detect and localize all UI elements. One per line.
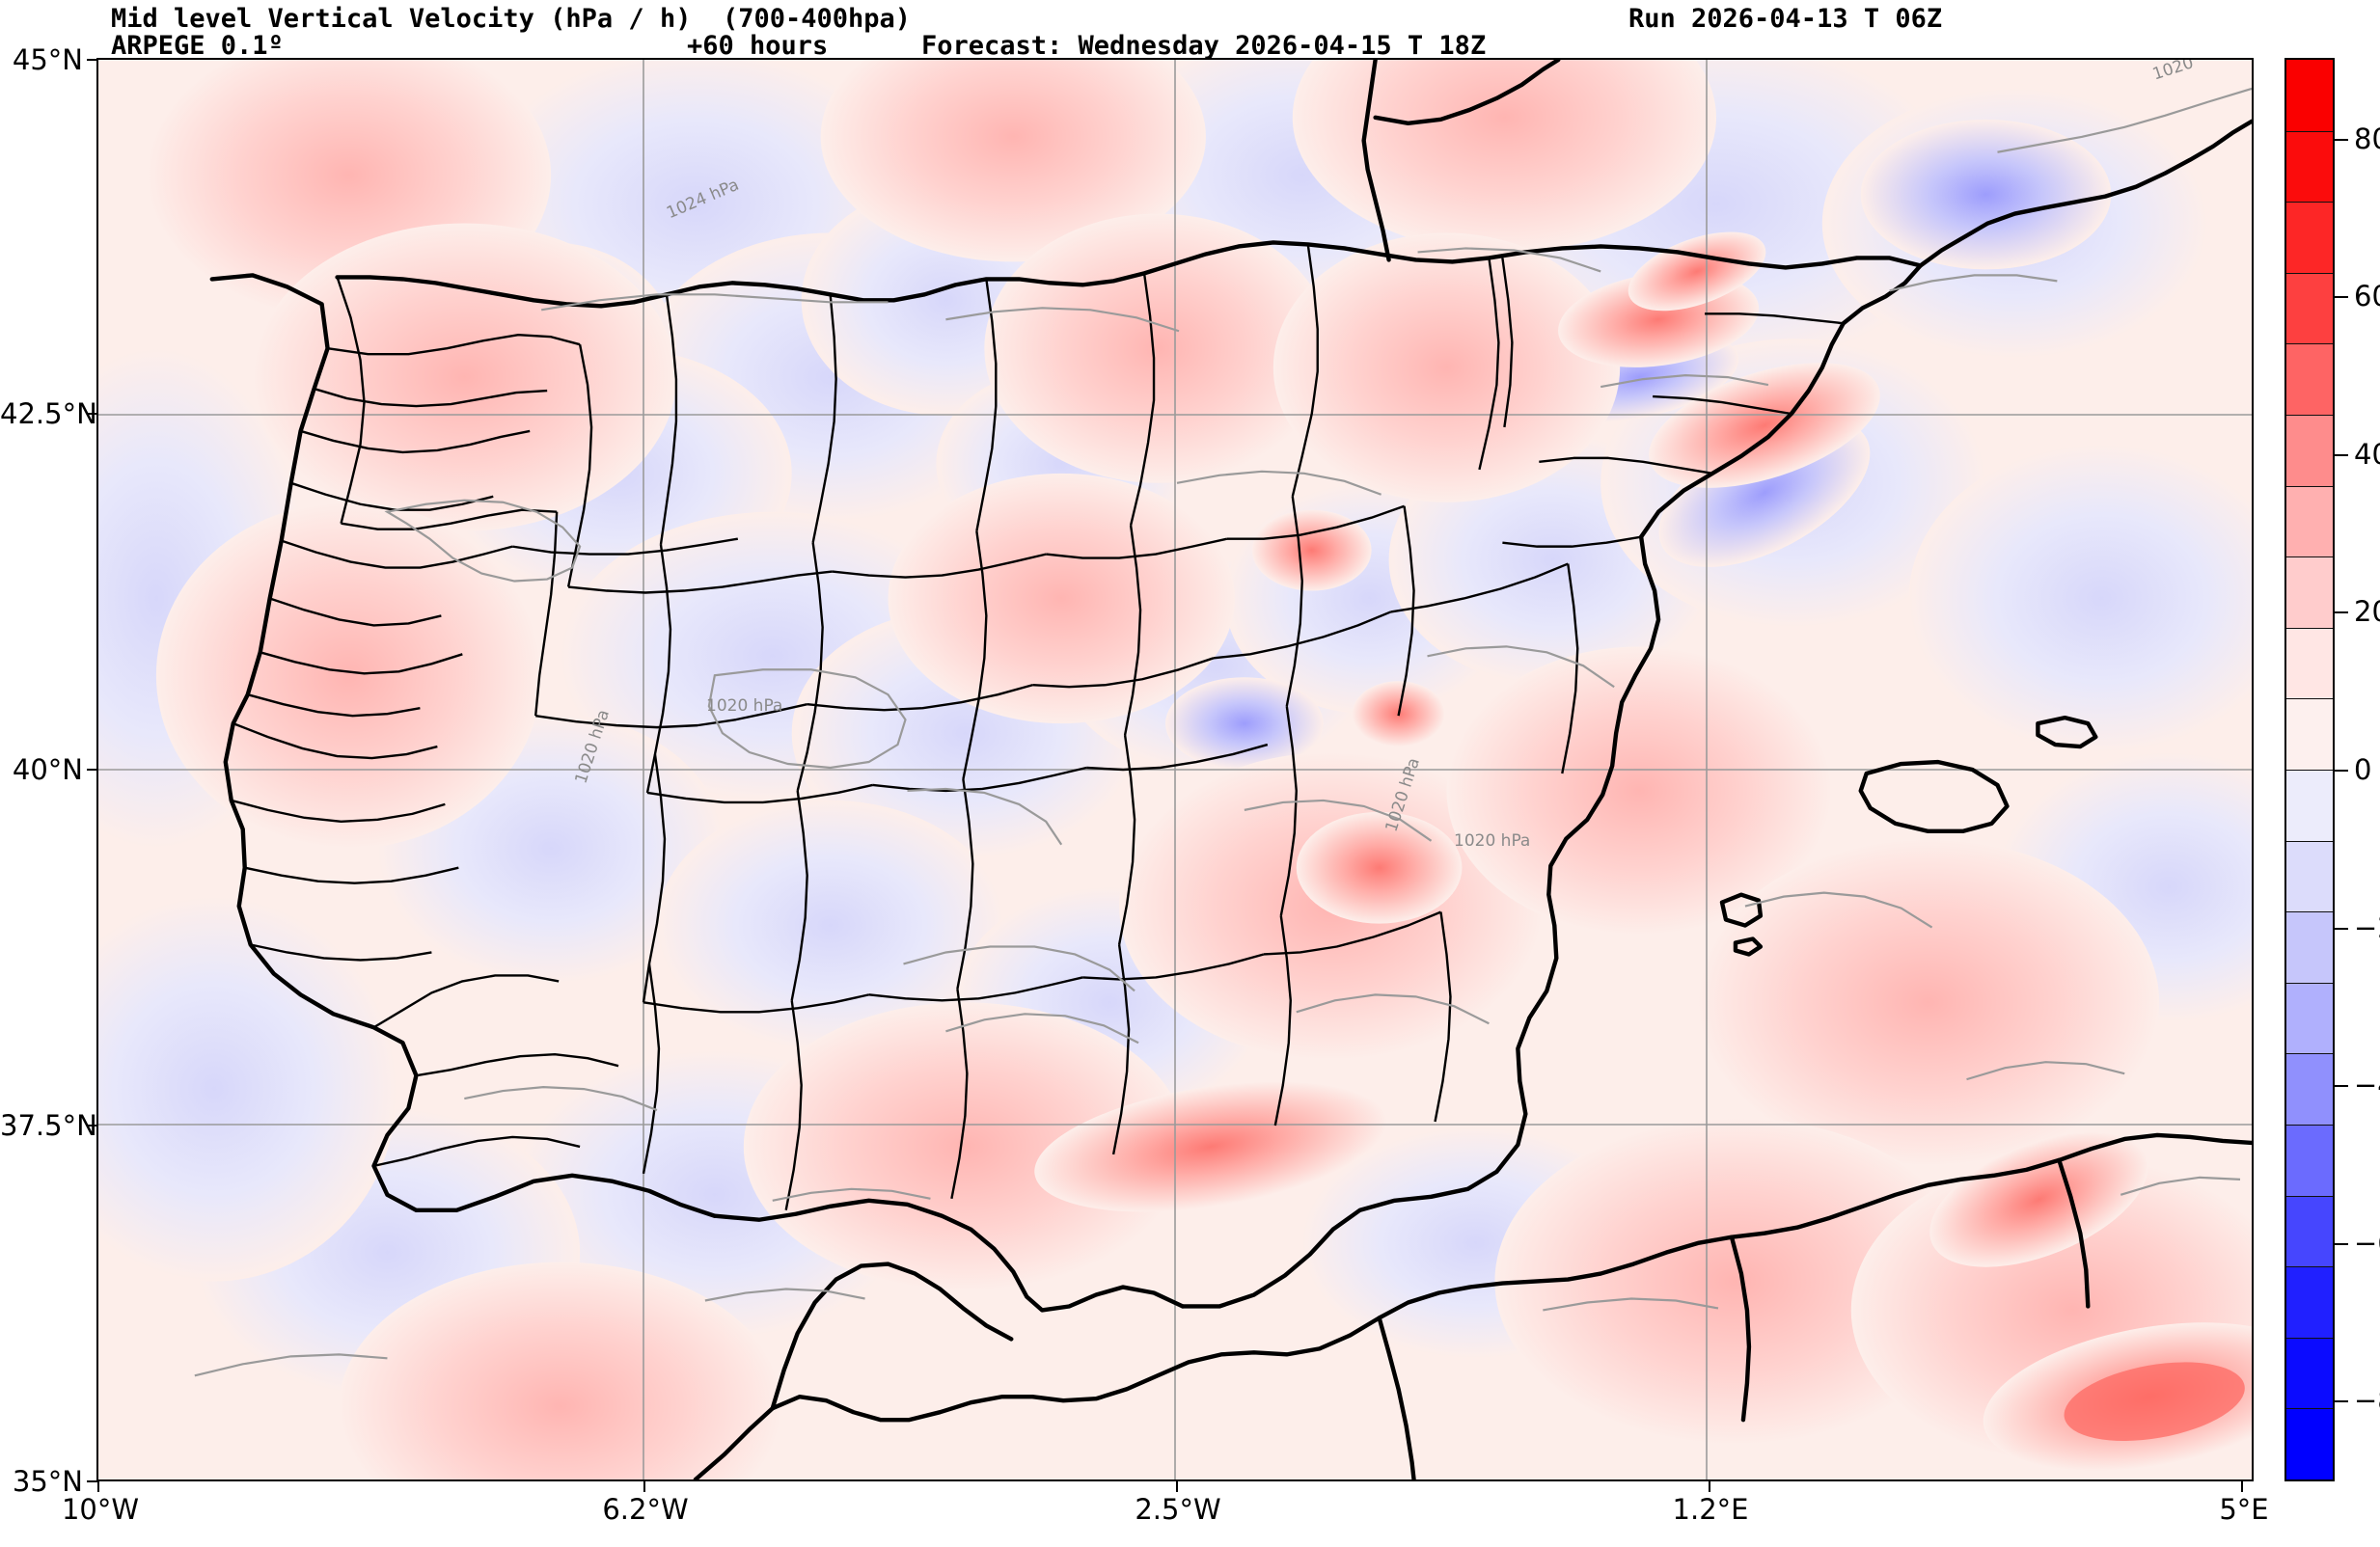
x-tick-mark [97,1481,99,1492]
colorbar-tick-mark [2335,453,2348,456]
x-tick-label-1.2E: 1.2°E [1672,1493,1749,1526]
colorbar-tick-label: 80 [2354,122,2380,155]
y-tick-label-35N: 35°N [12,1465,83,1498]
isobar-label-1020-d: 1020 hPa [1454,831,1531,851]
forecast-valid-label: Forecast: Wednesday 2026-04-15 T 18Z [921,31,1487,61]
y-tick-mark [87,769,97,771]
colorbar-band [2286,485,2333,557]
y-tick-mark [87,59,97,61]
y-tick-label-45N: 45°N [12,43,83,76]
colorbar-tick-label: −60 [2354,1226,2380,1260]
colorbar-band [2286,130,2333,203]
colorbar[interactable] [2284,58,2335,1481]
colorbar-tick-label: −20 [2354,910,2380,944]
x-tick-label-6.2W: 6.2°W [602,1493,689,1526]
colorbar-band [2286,556,2333,628]
y-tick-mark [87,1125,97,1126]
y-tick-label-40N: 40°N [12,753,83,786]
colorbar-tick-label: 40 [2354,437,2380,471]
colorbar-band [2286,60,2333,131]
header-bar: Mid level Vertical Velocity (hPa / h) (7… [0,0,2380,61]
model-label: ARPEGE 0.1º [111,31,284,61]
colorbar-band [2286,770,2333,841]
colorbar-tick-label: −80 [2354,1384,2380,1418]
colorbar-band [2286,1266,2333,1338]
map-plot-area[interactable]: 1024 hPa 1020 hPa 1020 hPa 1020 hPa 1020… [96,58,2254,1481]
colorbar-band [2286,840,2333,912]
y-tick-label-42.5N: 42.5°N [0,397,97,430]
coastline-and-borders [209,60,2252,1479]
x-tick-label-10W: 10°W [61,1493,140,1526]
colorbar-tick-mark [2335,296,2348,299]
colorbar-tick-mark [2335,611,2348,614]
colorbar-band [2286,202,2333,273]
colorbar-tick-mark [2335,1242,2348,1245]
x-tick-mark [2241,1481,2243,1492]
run-timestamp-label: Run 2026-04-13 T 06Z [1628,4,1943,34]
colorbar-tick-label: 20 [2354,595,2380,629]
colorbar-tick-label: 60 [2354,280,2380,313]
x-tick-label-2.5W: 2.5°W [1135,1493,1221,1526]
colorbar-tick-label: 0 [2354,753,2372,786]
colorbar-band [2286,1125,2333,1196]
isobar-contours [194,87,2252,1377]
colorbar-band [2286,1053,2333,1125]
y-tick-label-37.5N: 37.5°N [0,1109,97,1142]
y-tick-mark [87,413,97,415]
chart-title: Mid level Vertical Velocity (hPa / h) (7… [111,4,912,34]
x-tick-label-5E: 5°E [2219,1493,2269,1526]
y-tick-mark [87,1480,97,1482]
colorbar-band [2286,1195,2333,1267]
colorbar-band [2286,1337,2333,1409]
isobar-label-1020-a: 1020 hPa [706,696,783,716]
colorbar-band [2286,415,2333,486]
colorbar-band [2286,1408,2333,1479]
x-tick-mark [643,1481,645,1492]
x-tick-mark [1709,1481,1710,1492]
colorbar-tick-label: −40 [2354,1069,2380,1102]
colorbar-band [2286,343,2333,415]
colorbar-tick-mark [2335,138,2348,141]
colorbar-tick-mark [2335,1400,2348,1403]
colorbar-band [2286,272,2333,344]
colorbar-band [2286,698,2333,770]
colorbar-band [2286,627,2333,699]
colorbar-tick-mark [2335,1085,2348,1088]
colorbar-tick-mark [2335,770,2348,772]
lead-time-label: +60 hours [687,31,829,61]
colorbar-band [2286,911,2333,983]
colorbar-band [2286,982,2333,1054]
colorbar-tick-mark [2335,927,2348,930]
x-tick-mark [1176,1481,1178,1492]
